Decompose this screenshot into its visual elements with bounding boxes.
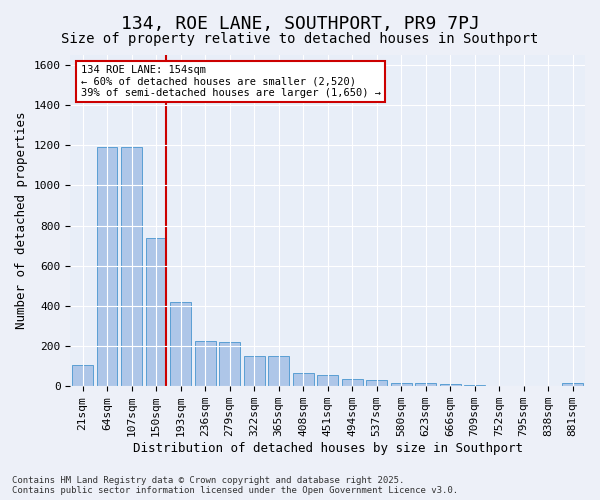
Bar xyxy=(440,384,461,386)
Text: 134 ROE LANE: 154sqm
← 60% of detached houses are smaller (2,520)
39% of semi-de: 134 ROE LANE: 154sqm ← 60% of detached h… xyxy=(80,65,380,98)
Bar xyxy=(121,148,142,386)
Bar xyxy=(194,341,215,386)
X-axis label: Distribution of detached houses by size in Southport: Distribution of detached houses by size … xyxy=(133,442,523,455)
Bar xyxy=(391,383,412,386)
Bar xyxy=(415,383,436,386)
Bar xyxy=(366,380,387,386)
Text: Contains HM Land Registry data © Crown copyright and database right 2025.
Contai: Contains HM Land Registry data © Crown c… xyxy=(12,476,458,495)
Bar xyxy=(342,379,362,386)
Y-axis label: Number of detached properties: Number of detached properties xyxy=(15,112,28,330)
Bar xyxy=(219,342,240,386)
Text: 134, ROE LANE, SOUTHPORT, PR9 7PJ: 134, ROE LANE, SOUTHPORT, PR9 7PJ xyxy=(121,15,479,33)
Bar xyxy=(170,302,191,386)
Bar xyxy=(244,356,265,386)
Bar xyxy=(146,238,166,386)
Bar xyxy=(72,365,93,386)
Bar xyxy=(317,375,338,386)
Bar xyxy=(97,148,118,386)
Bar xyxy=(293,373,314,386)
Bar xyxy=(562,383,583,386)
Text: Size of property relative to detached houses in Southport: Size of property relative to detached ho… xyxy=(61,32,539,46)
Bar xyxy=(268,356,289,386)
Bar xyxy=(464,385,485,386)
